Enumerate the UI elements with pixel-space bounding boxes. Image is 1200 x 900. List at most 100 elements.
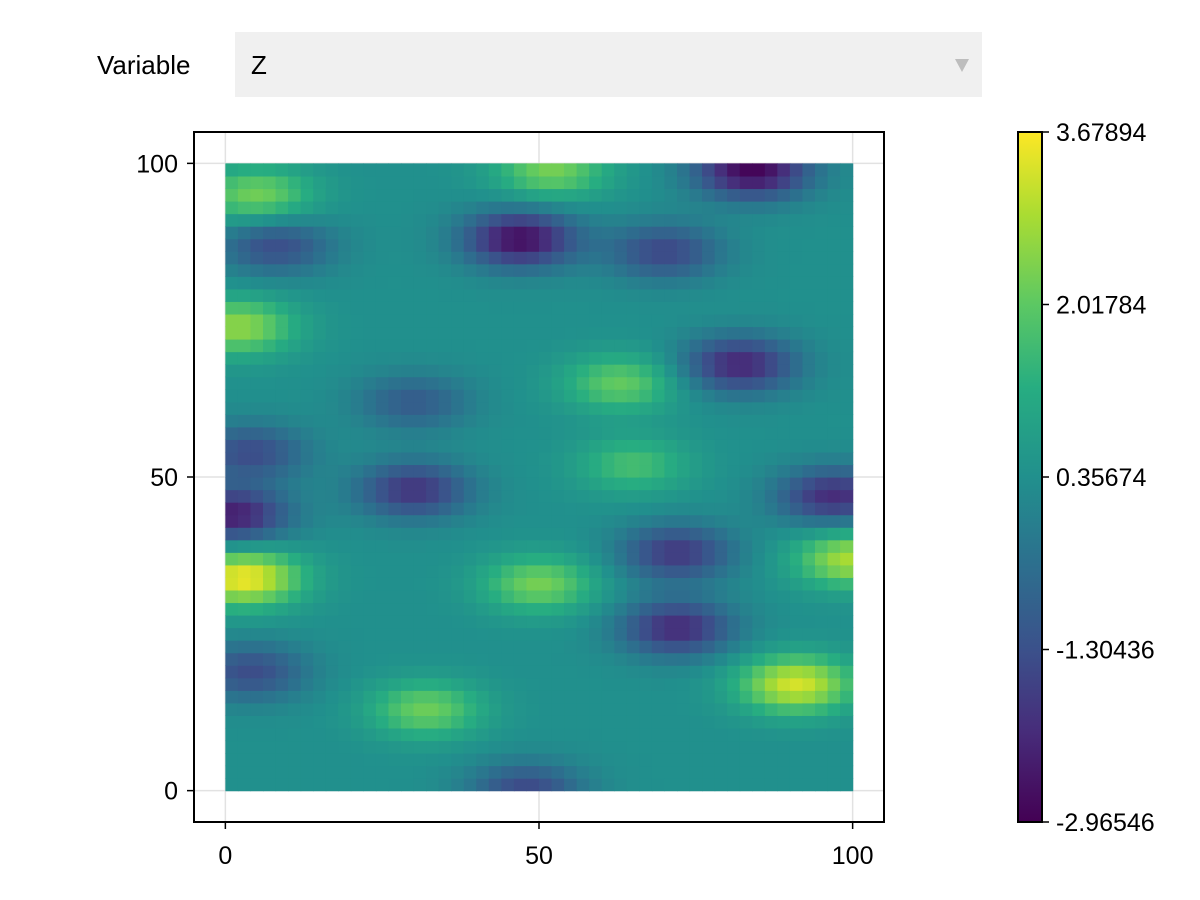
heatmap-cell [551, 163, 565, 177]
heatmap-cell [601, 602, 615, 616]
heatmap-cell [551, 527, 565, 541]
heatmap-cell [752, 238, 766, 252]
heatmap-cell [501, 489, 515, 503]
heatmap-cell [413, 301, 427, 315]
heatmap-cell [488, 313, 502, 328]
heatmap-cell [777, 577, 791, 591]
heatmap-cell [275, 727, 289, 742]
heatmap-cell [401, 702, 415, 716]
heatmap-cell [815, 489, 829, 503]
heatmap-cell [539, 753, 553, 767]
heatmap-cell [313, 175, 327, 190]
heatmap-cell [764, 426, 778, 440]
heatmap-cell [488, 339, 502, 353]
heatmap-cell [451, 539, 465, 553]
heatmap-cell [576, 251, 590, 265]
heatmap-cell [714, 765, 728, 779]
heatmap-cell [338, 527, 352, 541]
heatmap-cell [501, 201, 515, 215]
heatmap-cell [300, 439, 314, 453]
heatmap-cell [840, 175, 854, 190]
heatmap-cell [677, 401, 691, 415]
heatmap-cell [702, 238, 716, 252]
heatmap-cell [488, 251, 502, 265]
heatmap-cell [714, 426, 728, 440]
heatmap-cell [739, 439, 753, 453]
heatmap-cell [827, 464, 841, 478]
heatmap-cell [589, 276, 603, 290]
heatmap-cell [764, 326, 778, 340]
heatmap-cell [539, 489, 553, 503]
heatmap-cell [714, 451, 728, 466]
heatmap-cell [614, 439, 628, 453]
heatmap-cell [614, 339, 628, 353]
heatmap-cell [626, 238, 640, 252]
heatmap-cell [463, 577, 477, 591]
heatmap-cell [626, 502, 640, 516]
heatmap-cell [463, 376, 477, 390]
heatmap-cell [714, 615, 728, 629]
heatmap-cell [263, 326, 277, 340]
heatmap-cell [651, 753, 666, 767]
heatmap-cell [526, 326, 540, 340]
heatmap-cell [576, 564, 590, 578]
heatmap-cell [651, 351, 666, 365]
heatmap-cell [388, 313, 402, 328]
heatmap-cell [313, 740, 327, 754]
heatmap-cell [564, 263, 578, 277]
heatmap-cell [275, 163, 289, 177]
heatmap-cell [275, 740, 289, 754]
heatmap-cell [827, 426, 841, 440]
heatmap-cell [651, 238, 666, 252]
heatmap-cell [764, 451, 778, 466]
heatmap-cell [802, 539, 816, 553]
heatmap-cell [313, 439, 327, 453]
heatmap-cell [413, 339, 427, 353]
heatmap-cell [438, 477, 452, 491]
heatmap-cell [551, 276, 565, 290]
heatmap-cell [350, 326, 364, 340]
heatmap-cell [451, 627, 465, 641]
heatmap-cell [438, 263, 452, 277]
heatmap-cell [313, 677, 327, 691]
heatmap-cell [714, 326, 728, 340]
heatmap-cell [639, 502, 653, 516]
heatmap-cell [388, 539, 402, 553]
heatmap-cell [438, 401, 452, 415]
heatmap-cell [677, 426, 691, 440]
heatmap-cell [727, 376, 741, 390]
heatmap-cell [388, 615, 402, 629]
heatmap-cell [288, 376, 302, 390]
heatmap-cell [237, 464, 252, 478]
heatmap-cell [513, 464, 528, 478]
heatmap-cell [363, 489, 377, 503]
heatmap-cell [752, 690, 766, 704]
heatmap-cell [300, 188, 314, 202]
heatmap-cell [237, 238, 252, 252]
heatmap-cell [401, 690, 415, 704]
heatmap-cell [275, 288, 289, 302]
heatmap-cell [539, 213, 553, 227]
heatmap-cell [413, 715, 427, 729]
variable-dropdown[interactable]: Z [235, 32, 982, 97]
heatmap-cell [815, 175, 829, 190]
heatmap-cell [350, 276, 364, 290]
heatmap-cell [651, 690, 666, 704]
heatmap-cell [313, 502, 327, 516]
heatmap-cell [777, 288, 791, 302]
heatmap-cell [463, 527, 477, 541]
heatmap-cell [451, 213, 465, 227]
heatmap-cell [651, 213, 666, 227]
heatmap-cell [827, 201, 841, 215]
heatmap-cell [539, 326, 553, 340]
heatmap-cell [300, 727, 314, 742]
heatmap-cell [363, 226, 377, 240]
heatmap-cell [325, 702, 339, 716]
heatmap-cell [714, 514, 728, 528]
heatmap-cell [764, 765, 778, 779]
heatmap-cell [764, 188, 778, 202]
heatmap-cell [639, 715, 653, 729]
heatmap-cell [827, 640, 841, 654]
heatmap-cell [815, 627, 829, 641]
